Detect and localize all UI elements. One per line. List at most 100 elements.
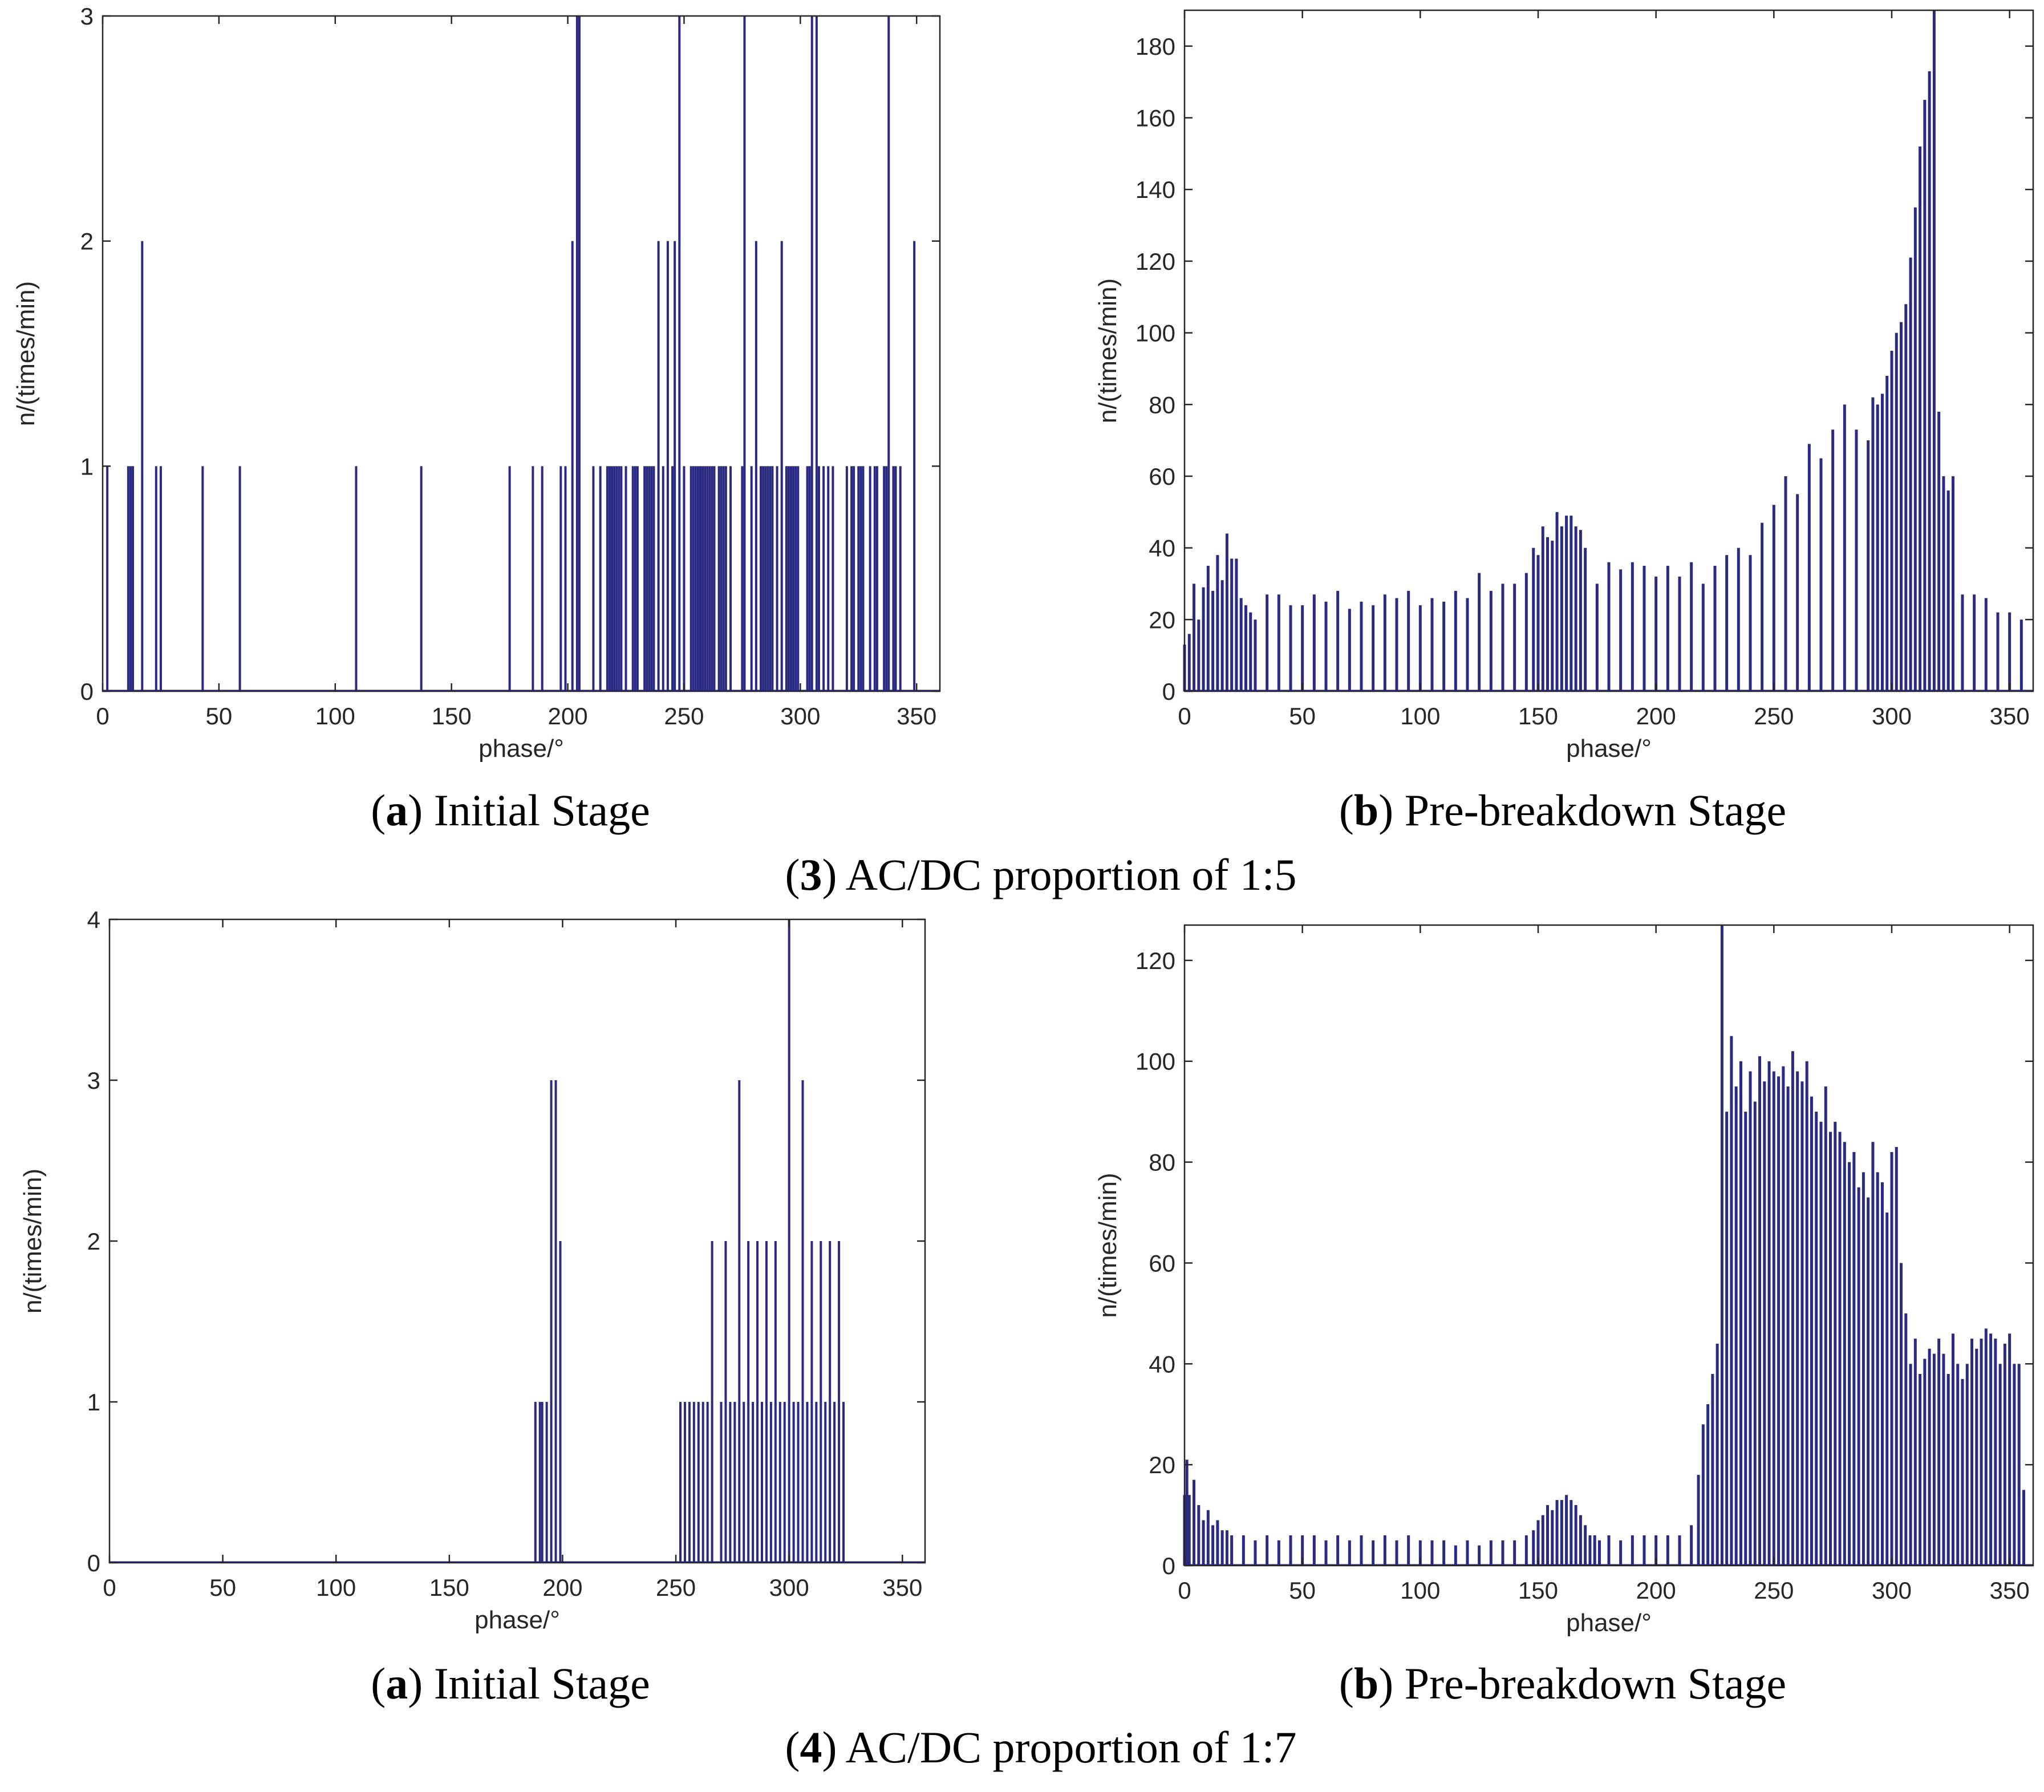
bar-g4a-5 [554, 1080, 557, 1563]
bar-g4b-39 [1541, 1515, 1544, 1566]
bar-g4b-8 [1216, 1520, 1219, 1566]
bar-g4b-3 [1193, 1479, 1196, 1566]
bar-g3a-97 [887, 16, 890, 691]
bar-g4b-83 [1805, 1061, 1808, 1566]
bar-g3b-7 [1216, 555, 1219, 691]
bar-g3a-83 [822, 466, 825, 691]
x-tick-label: 200 [1636, 703, 1676, 729]
bar-g4b-79 [1786, 1086, 1790, 1566]
x-tick-label: 50 [206, 703, 233, 729]
bar-g3b-6 [1211, 591, 1215, 691]
bar-g4b-104 [1904, 1313, 1908, 1566]
bar-g3a-66 [764, 466, 767, 691]
bar-g4b-17 [1301, 1535, 1304, 1566]
bar-g3a-70 [776, 466, 778, 691]
bar-g4a-39 [829, 1241, 832, 1563]
bar-g4b-84 [1810, 1096, 1813, 1566]
bar-g3a-38 [662, 466, 664, 691]
x-tick-label: 200 [548, 703, 588, 729]
bar-g4a-17 [729, 1402, 732, 1563]
bar-g3a-93 [873, 466, 876, 691]
bar-g3a-20 [599, 466, 602, 691]
bar-g4b-76 [1772, 1071, 1775, 1566]
bar-g3a-90 [859, 466, 862, 691]
y-axis-label: n/(times/min) [12, 281, 40, 426]
bar-g4b-118 [1970, 1339, 1974, 1566]
bar-g4b-90 [1838, 1132, 1842, 1566]
bar-g3b-66 [1772, 505, 1775, 691]
bar-g3b-14 [1249, 612, 1252, 691]
y-tick-label: 100 [1135, 1048, 1175, 1075]
y-tick-label: 3 [80, 3, 94, 30]
x-axis-label: phase/° [1566, 1609, 1652, 1637]
bar-g3a-79 [808, 466, 811, 691]
bar-g3a-61 [743, 16, 746, 691]
bar-g3a-77 [797, 466, 800, 691]
bar-g4b-95 [1862, 1172, 1865, 1566]
x-tick-label: 100 [316, 1574, 356, 1601]
bar-g3b-16 [1266, 594, 1269, 691]
bar-g4b-61 [1701, 1424, 1705, 1566]
bar-g4a-41 [838, 1241, 841, 1563]
bar-g3b-59 [1690, 562, 1693, 691]
bar-g3b-64 [1749, 555, 1752, 691]
bar-g3a-29 [631, 466, 634, 691]
bar-g3a-41 [674, 241, 676, 692]
bar-g4b-86 [1819, 1121, 1823, 1566]
bar-g3b-84 [1913, 207, 1917, 691]
bar-g3b-65 [1761, 522, 1764, 691]
bar-g3a-53 [711, 466, 713, 691]
bar-g3b-28 [1407, 591, 1410, 691]
bar-g4b-111 [1937, 1339, 1941, 1566]
bar-g3b-75 [1871, 397, 1875, 691]
y-tick-label: 160 [1135, 105, 1175, 132]
subcaption-3a-text: Initial Stage [423, 785, 650, 835]
bar-g3a-33 [646, 466, 648, 691]
x-tick-label: 250 [664, 703, 704, 729]
bar-g4b-34 [1501, 1540, 1504, 1566]
x-tick-label: 100 [1400, 703, 1440, 729]
x-tick-label: 50 [1289, 703, 1316, 729]
bar-g4a-4 [550, 1080, 553, 1563]
x-tick-label: 300 [1872, 703, 1912, 729]
x-tick-label: 0 [1178, 1577, 1191, 1604]
bar-g4b-120 [1980, 1339, 1983, 1566]
y-tick-label: 80 [1149, 1149, 1175, 1176]
bar-g3a-88 [853, 466, 855, 691]
bar-g3a-91 [862, 466, 865, 691]
y-tick-label: 40 [1149, 1351, 1175, 1377]
bar-g4a-29 [783, 1402, 786, 1563]
bar-g4b-40 [1546, 1505, 1550, 1566]
subcaption-3b-text: Pre-breakdown Stage [1393, 785, 1786, 835]
bar-g4b-106 [1913, 1339, 1917, 1566]
bar-g3a-15 [564, 466, 567, 691]
bar-g3b-21 [1324, 601, 1328, 691]
bar-g4b-9 [1220, 1530, 1224, 1566]
bar-g3b-56 [1654, 576, 1658, 691]
bar-g4b-51 [1597, 1540, 1601, 1566]
y-tick-label: 3 [87, 1067, 100, 1094]
bar-g3a-40 [671, 466, 674, 691]
plot-frame [1183, 9, 2034, 692]
bar-g4a-2 [541, 1402, 544, 1563]
bar-g4a-34 [806, 1402, 809, 1563]
bar-g3a-11 [508, 466, 511, 691]
bar-g3b-76 [1876, 404, 1879, 691]
bar-g3a-25 [615, 466, 618, 691]
bar-g3b-54 [1631, 562, 1634, 691]
bar-g3a-28 [624, 466, 627, 691]
bar-g3a-62 [750, 466, 753, 691]
bar-g4b-15 [1277, 1540, 1280, 1566]
bar-g4b-6 [1206, 1510, 1210, 1566]
bar-g3a-94 [875, 466, 878, 691]
bar-g3b-92 [1951, 476, 1954, 691]
bar-g4b-7 [1211, 1525, 1215, 1566]
bar-g3b-19 [1301, 605, 1304, 691]
bar-g3a-100 [899, 466, 902, 691]
bar-g4b-69 [1739, 1061, 1742, 1566]
bar-g3a-32 [643, 466, 646, 691]
bar-g4a-0 [534, 1402, 537, 1563]
bar-g3a-86 [845, 466, 848, 691]
bar-g3a-21 [606, 466, 609, 691]
bar-g4a-19 [738, 1080, 741, 1563]
